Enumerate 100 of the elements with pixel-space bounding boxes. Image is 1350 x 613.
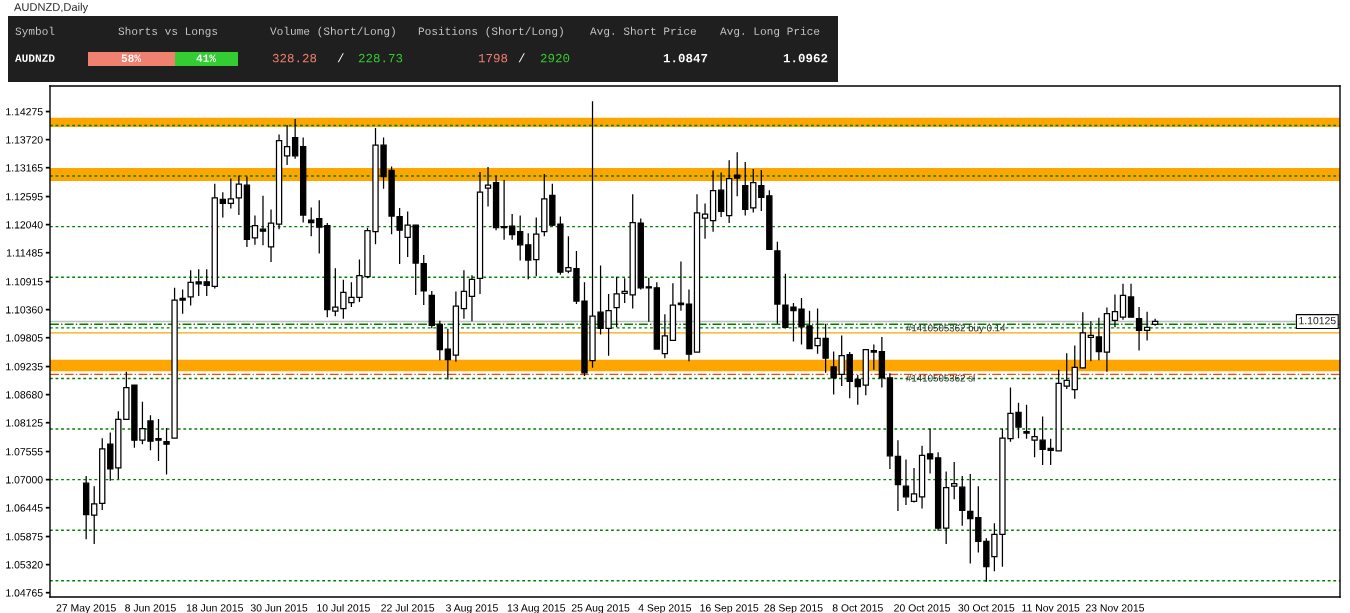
candlestick — [878, 336, 886, 389]
candlestick — [862, 348, 869, 396]
text: / — [518, 53, 525, 63]
candlestick — [500, 179, 508, 241]
ref-line-label: #1410505362 sl — [906, 374, 975, 382]
candlestick — [251, 214, 259, 246]
text: Volume (Short/Long) — [270, 26, 395, 38]
candlestick — [219, 191, 227, 219]
candlestick — [275, 133, 283, 230]
candlestick — [902, 458, 910, 506]
candlestick — [1071, 344, 1078, 400]
text: Shorts vs Longs — [118, 26, 218, 38]
candlestick — [299, 136, 307, 224]
candlestick — [709, 169, 717, 233]
y-tick-label: 1.08125 — [6, 419, 43, 427]
text: 1.0962 — [783, 53, 828, 63]
candlestick — [203, 268, 210, 297]
candlestick — [428, 290, 435, 329]
candlestick — [436, 320, 444, 361]
ref-line-label: #1410505362 buy 0.14 — [906, 324, 1006, 334]
candlestick — [1135, 306, 1143, 352]
y-tick-label: 1.10915 — [6, 278, 43, 286]
candlestick — [637, 217, 644, 291]
y-tick-label: 1.07555 — [6, 448, 43, 456]
candlestick — [1119, 283, 1127, 321]
candlestick — [99, 437, 106, 511]
y-tick-label: 1.06445 — [6, 504, 43, 512]
candlestick — [750, 168, 757, 214]
candlestick — [685, 288, 693, 362]
candlestick — [910, 467, 918, 504]
candlestick — [645, 277, 652, 323]
candlestick — [918, 445, 926, 510]
candlestick — [452, 290, 460, 363]
y-tick-label: 1.08680 — [6, 391, 43, 399]
candlestick — [1127, 283, 1135, 318]
candlestick — [1143, 311, 1151, 342]
text: 41% — [196, 54, 217, 62]
candlestick — [91, 485, 98, 545]
text: Avg. Short Price — [590, 26, 696, 38]
candlestick — [227, 177, 235, 210]
candlestick — [267, 208, 275, 263]
candlestick — [533, 216, 540, 277]
candlestick — [661, 313, 669, 359]
candlestick — [460, 269, 468, 320]
candlestick — [420, 254, 427, 306]
candlestick — [444, 328, 452, 381]
x-tick-label: 25 Aug 2015 — [571, 604, 630, 613]
candlestick — [1079, 311, 1087, 370]
text: 58% — [121, 54, 142, 62]
text: 1798 — [478, 53, 508, 63]
x-tick-label: 23 Nov 2015 — [1085, 604, 1145, 612]
x-tick-label: 30 Oct 2015 — [958, 604, 1015, 612]
candlestick — [653, 281, 661, 350]
candlestick — [1023, 404, 1030, 440]
y-tick-label: 1.13720 — [6, 136, 43, 144]
candlestick — [942, 470, 950, 545]
x-tick-label: 27 May 2015 — [56, 604, 116, 613]
candlestick — [1087, 320, 1095, 362]
candlestick — [1095, 317, 1103, 361]
candlestick — [1063, 352, 1070, 390]
text: Symbol — [15, 26, 55, 38]
candlestick — [243, 175, 251, 248]
text: 2920 — [540, 53, 570, 63]
text: 1.0847 — [663, 53, 708, 63]
candlestick — [525, 232, 532, 280]
x-tick-label: 22 Jul 2015 — [381, 603, 435, 612]
candlestick — [677, 260, 685, 312]
candlestick — [316, 199, 323, 255]
x-tick-label: 8 Jun 2015 — [125, 604, 176, 612]
candlestick — [926, 427, 934, 475]
candlestick — [854, 374, 861, 406]
text: 328.28 — [272, 53, 317, 63]
candlestick — [516, 214, 524, 262]
candlestick — [725, 159, 733, 224]
candlestick — [1111, 293, 1119, 328]
x-tick-label: 3 Aug 2015 — [446, 604, 498, 613]
text: 228.73 — [358, 53, 403, 63]
y-tick-label: 1.09235 — [6, 363, 43, 371]
candlestick — [886, 372, 894, 470]
y-tick-label: 1.12595 — [6, 193, 43, 201]
y-tick-label: 1.10360 — [6, 306, 43, 314]
candlestick — [492, 174, 500, 231]
candlestick — [934, 451, 942, 532]
x-tick-label: 11 Nov 2015 — [1022, 604, 1080, 612]
candlestick — [693, 193, 701, 354]
y-tick-label: 1.11485 — [6, 249, 43, 257]
x-tick-label: 16 Sep 2015 — [700, 604, 759, 613]
candlestick — [959, 475, 966, 527]
candlestick — [291, 118, 299, 160]
text: Avg. Long Price — [720, 26, 820, 38]
candlestick — [508, 213, 516, 241]
y-tick-label: 1.05875 — [6, 533, 43, 541]
y-tick-label: 1.07000 — [6, 476, 43, 484]
candlestick — [1151, 318, 1159, 327]
candlestick — [82, 475, 90, 540]
text: / — [337, 53, 344, 63]
x-tick-label: 18 Jun 2015 — [186, 604, 243, 612]
y-tick-label: 1.09805 — [6, 334, 43, 342]
candlestick — [669, 282, 677, 342]
candlestick — [733, 151, 741, 197]
